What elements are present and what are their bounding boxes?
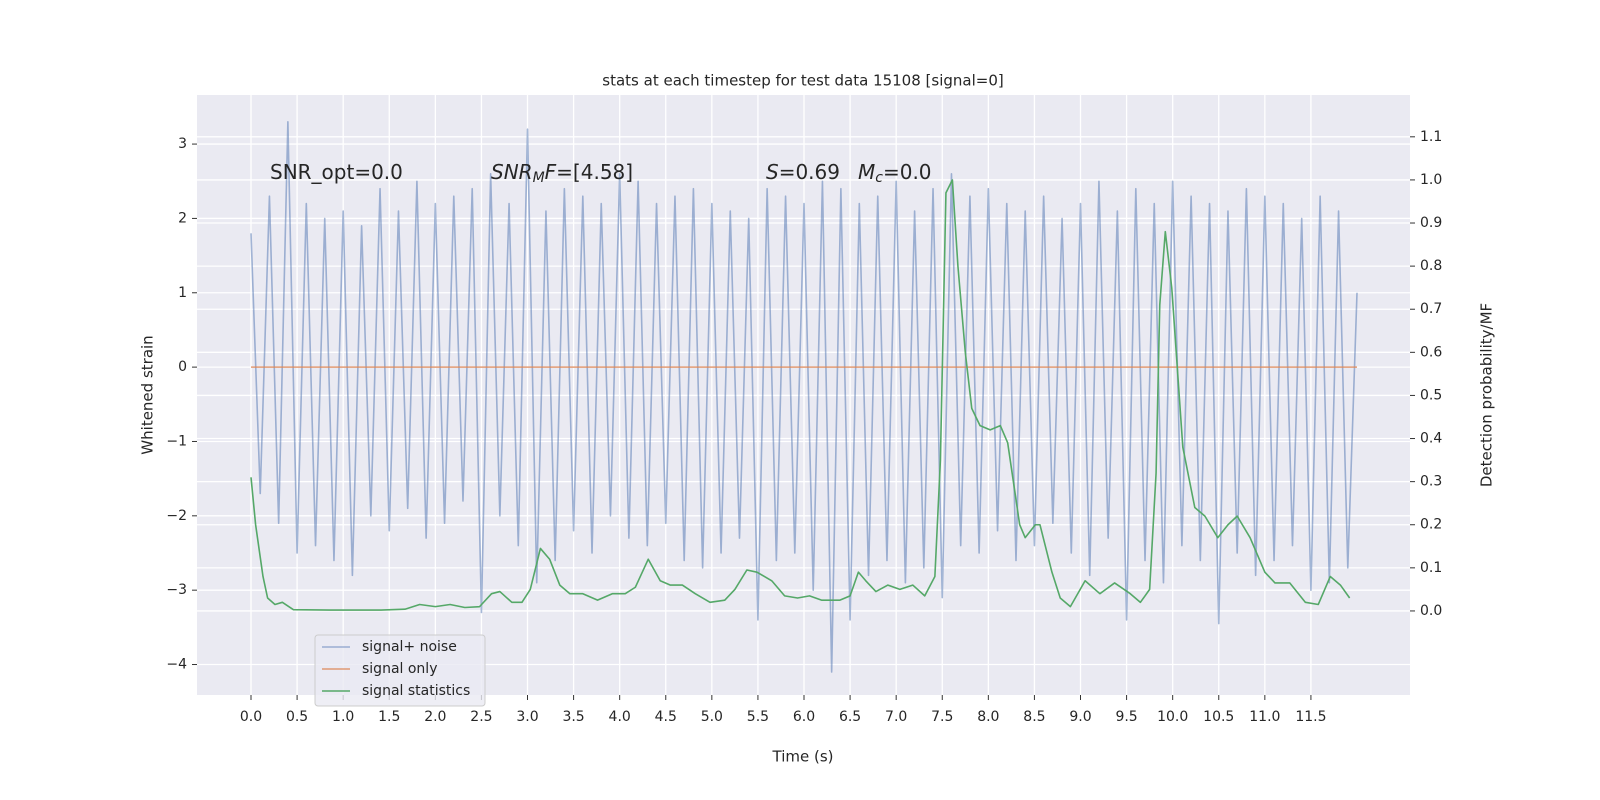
x-tick-label: 11.5 [1295,709,1326,725]
x-tick-label: 8.0 [977,709,999,725]
y2-tick-label: 0.5 [1420,387,1442,403]
x-tick-label: 2.5 [470,709,492,725]
annotation-segment: F [545,160,557,184]
x-tick-label: 3.0 [516,709,538,725]
y2-tick-label: 0.2 [1420,517,1442,533]
y-tick-label: −3 [166,582,187,598]
series-line [250,120,1358,673]
legend: signal+ noise signal only signal statistic… [314,634,486,707]
x-tick-label: 0.5 [286,709,308,725]
legend-label: signal statistics [362,683,470,699]
x-tick-label: 7.5 [931,709,953,725]
annotation-segment: =[4.58] [556,160,633,184]
x-tick-label: 7.0 [885,709,907,725]
x-tick-label: 2.0 [424,709,446,725]
annotation-segment: =0.69 [779,160,840,184]
legend-label: signal+ noise [362,639,457,655]
annotation-segment: =0.0 [883,160,932,184]
legend-label: signal only [362,661,437,677]
x-axis-label: Time (s) [772,748,834,766]
x-tick-label: 9.5 [1115,709,1137,725]
x-tick-label: 1.5 [378,709,400,725]
series-line [250,179,1351,611]
x-tick-label: 10.0 [1157,709,1188,725]
x-tick-label: 5.0 [701,709,723,725]
x-tick-label: 9.0 [1069,709,1091,725]
annotation-segment: SNR [491,160,533,184]
annotation-segment: c [875,170,883,186]
annotation-segment: SNR_opt=0.0 [270,160,403,184]
x-tick-label: 5.5 [747,709,769,725]
x-tick-label: 6.5 [839,709,861,725]
legend-box [314,634,486,707]
x-tick-label: 4.0 [609,709,631,725]
y2-tick-label: 0.9 [1420,215,1442,231]
y-tick-label: 3 [178,136,187,152]
y2-tick-label: 0.7 [1420,301,1442,317]
y2-tick-label: 0.6 [1420,344,1442,360]
x-tick-label: 3.5 [562,709,584,725]
y2-tick-label: 0.1 [1420,560,1442,576]
y2-tick-label: 0.3 [1420,474,1442,490]
annotation-segment: S [766,160,779,184]
y2-tick-label: 1.1 [1420,129,1442,145]
x-tick-label: 4.5 [655,709,677,725]
annotation-segment: M [858,160,875,184]
y2-tick-label: 1.0 [1420,172,1442,188]
y2-tick-label: 0.0 [1420,603,1442,619]
y2-tick-label: 0.8 [1420,258,1442,274]
y-tick-label: 1 [178,285,187,301]
y-tick-label: −1 [166,433,187,449]
x-tick-label: 8.5 [1023,709,1045,725]
y-tick-label: −4 [166,657,187,673]
annotation: S=0.69 [766,160,840,184]
x-tick-label: 0.0 [240,709,262,725]
x-tick-label: 6.0 [793,709,815,725]
y-tick-label: 0 [178,359,187,375]
x-tick-label: 1.0 [332,709,354,725]
x-tick-label: 10.5 [1203,709,1234,725]
annotation: Mc=0.0 [858,160,932,187]
y-tick-label: 2 [178,210,187,226]
annotation: SNRMF=[4.58] [491,160,633,187]
annotation-segment: M [533,170,545,186]
y-axis-label: Whitened strain [139,335,157,454]
x-tick-label: 11.0 [1249,709,1280,725]
y2-axis-label: Detection probability/MF [1478,303,1496,487]
chart-title: stats at each timestep for test data 151… [602,72,1003,90]
y2-tick-label: 0.4 [1420,431,1442,447]
annotation: SNR_opt=0.0 [270,160,403,184]
y-tick-label: −2 [166,508,187,524]
